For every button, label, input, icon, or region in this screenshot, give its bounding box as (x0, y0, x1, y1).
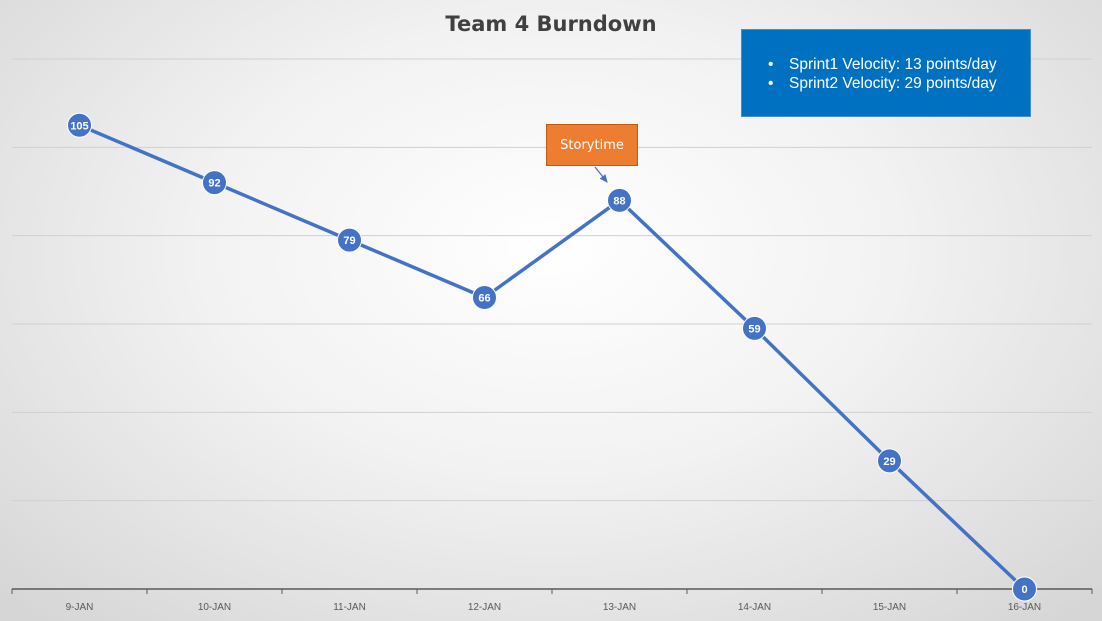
data-point (877, 448, 902, 474)
data-point (472, 285, 497, 310)
data-label: 88 (613, 195, 625, 207)
x-tick-label: 11-JAN (333, 602, 366, 613)
data-label: 92 (208, 178, 220, 190)
velocity-notes-box: Sprint1 Velocity: 13 points/day Sprint2 … (741, 29, 1031, 117)
data-point (67, 112, 92, 138)
data-label: 79 (343, 235, 355, 247)
data-label: 59 (748, 323, 760, 335)
data-label: 66 (478, 293, 490, 305)
x-tick-label: 10-JAN (198, 602, 231, 613)
callout-arrow (594, 166, 608, 183)
x-tick-label: 13-JAN (603, 602, 636, 613)
velocity-note-sprint1: Sprint1 Velocity: 13 points/day (768, 55, 1030, 74)
data-label: 0 (1021, 584, 1027, 596)
x-tick-label: 14-JAN (738, 602, 771, 613)
x-tick-label: 9-JAN (66, 602, 94, 613)
x-tick-label: 12-JAN (468, 602, 501, 613)
data-point (742, 315, 767, 341)
data-label: 105 (70, 120, 88, 132)
x-tick-label: 16-JAN (1008, 602, 1041, 613)
velocity-note-sprint2: Sprint2 Velocity: 29 points/day (768, 74, 1030, 93)
storytime-callout: Storytime (546, 124, 638, 166)
data-point (202, 170, 227, 196)
chart-title: Team 4 Burndown (445, 12, 657, 36)
data-point (607, 187, 632, 213)
data-label: 29 (883, 456, 895, 468)
x-tick-label: 15-JAN (873, 602, 906, 613)
data-point (337, 227, 362, 253)
series-line (77, 123, 1027, 591)
data-point (1012, 576, 1037, 602)
